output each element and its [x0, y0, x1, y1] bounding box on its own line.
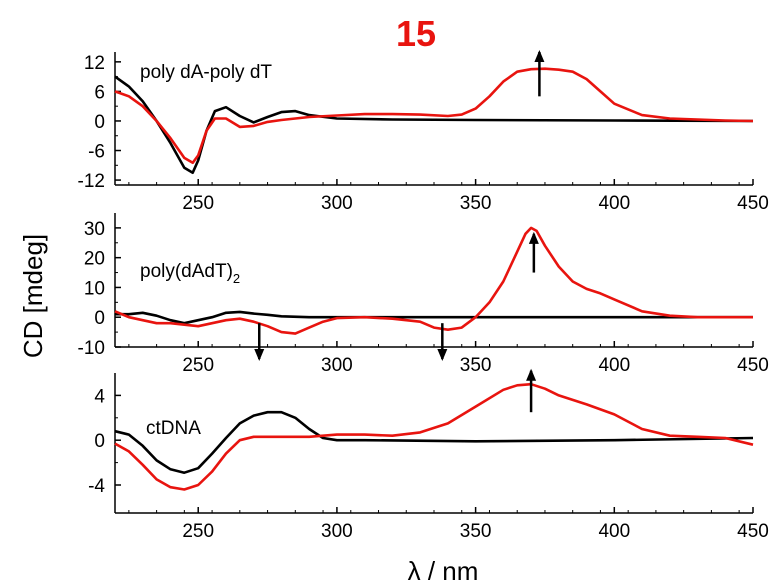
arrow-up-icon: [528, 231, 539, 244]
x-tick-label: 300: [321, 521, 353, 542]
y-tick-label: 0: [94, 431, 105, 452]
arrow-up-icon: [526, 368, 537, 381]
x-tick-label: 450: [737, 521, 769, 542]
y-tick-label: 30: [84, 219, 105, 240]
x-tick-label: 400: [598, 355, 630, 376]
red-curve: [114, 382, 754, 491]
y-tick-label: -10: [78, 338, 105, 359]
panel-poly-dadt2: poly(dAdT)2 250 300 350 400 450 30 20 10 0 -10: [78, 213, 769, 376]
panel-ctdna: ctDNA 250 300 350 400 450 4 0 -4: [88, 368, 769, 542]
y-tick-label: 0: [94, 308, 105, 329]
x-tick-label: 300: [321, 355, 353, 376]
figure-title: 15: [396, 13, 436, 54]
y-tick-label: -6: [88, 142, 105, 163]
y-tick-label: 20: [84, 249, 105, 270]
x-tick-label: 350: [460, 521, 492, 542]
arrow-down-icon: [254, 349, 265, 361]
panel-label: ctDNA: [146, 418, 201, 439]
x-tick-label: 250: [182, 355, 214, 376]
x-tick-label: 400: [598, 521, 630, 542]
panel-label: poly dA-poly dT: [140, 62, 272, 83]
y-tick-label: 4: [94, 386, 105, 407]
x-axis-label: λ / nm: [408, 556, 479, 585]
y-tick-label: -4: [88, 476, 105, 497]
y-tick-label: -12: [78, 171, 105, 192]
x-tick-label: 300: [321, 193, 353, 214]
black-curve: [114, 410, 754, 474]
black-curve: [115, 310, 753, 325]
x-tick-label: 350: [460, 193, 492, 214]
x-tick-label: 400: [598, 193, 630, 214]
y-tick-label: 6: [94, 82, 105, 103]
panel-label: poly(dAdT)2: [140, 261, 240, 286]
x-tick-label: 350: [460, 355, 492, 376]
y-tick-label: 0: [94, 112, 105, 133]
arrow-up-icon: [534, 50, 545, 62]
red-curve: [114, 67, 754, 165]
x-tick-label: 450: [737, 193, 769, 214]
y-tick-label: 10: [84, 278, 105, 299]
black-curve: [114, 75, 754, 174]
red-curve: [114, 226, 753, 335]
panel-poly-da-poly-dt: poly dA-poly dT 250 300 350 400 450 12 6 0 -6 -12: [78, 50, 769, 214]
y-tick-label: 12: [84, 53, 105, 74]
x-tick-label: 250: [182, 193, 214, 214]
x-tick-label: 250: [182, 521, 214, 542]
x-tick-label: 450: [737, 355, 769, 376]
y-axis-label: CD [mdeg]: [18, 234, 48, 358]
arrow-down-icon: [437, 349, 448, 361]
